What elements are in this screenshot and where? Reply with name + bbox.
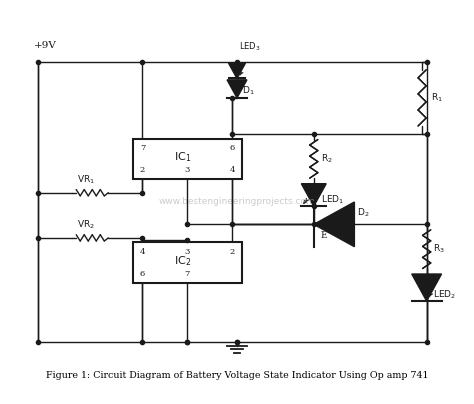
Text: 3: 3	[185, 166, 190, 174]
Text: VR$_2$: VR$_2$	[77, 219, 95, 231]
Polygon shape	[228, 63, 246, 78]
Polygon shape	[314, 202, 355, 247]
Text: R$_1$: R$_1$	[431, 92, 443, 104]
Text: R$_3$: R$_3$	[433, 243, 445, 255]
Text: 2: 2	[229, 248, 235, 256]
Text: LED$_2$: LED$_2$	[433, 288, 456, 301]
Bar	[133, 139, 242, 179]
Text: 3: 3	[185, 248, 190, 256]
Text: 2: 2	[140, 166, 145, 174]
Text: 4: 4	[140, 248, 146, 256]
Polygon shape	[301, 184, 326, 206]
Text: 6: 6	[140, 269, 145, 278]
Text: R$_2$: R$_2$	[320, 153, 332, 165]
Text: 7: 7	[185, 269, 190, 278]
Text: IC$_1$: IC$_1$	[174, 151, 191, 164]
Text: LED$_3$: LED$_3$	[239, 40, 261, 53]
Text: 7: 7	[140, 144, 146, 152]
Polygon shape	[227, 80, 247, 98]
Text: VR$_1$: VR$_1$	[77, 173, 95, 186]
Text: LED$_1$: LED$_1$	[320, 193, 344, 206]
Bar	[133, 242, 242, 283]
Text: D$_2$: D$_2$	[356, 206, 369, 219]
Text: 4: 4	[229, 166, 235, 174]
Text: www.bestengineeringprojects.com: www.bestengineeringprojects.com	[159, 197, 315, 206]
Text: IC$_2$: IC$_2$	[174, 255, 191, 268]
Text: 6: 6	[229, 144, 235, 152]
Polygon shape	[412, 274, 442, 301]
Text: +9V: +9V	[34, 42, 57, 50]
Text: D$_1$: D$_1$	[242, 85, 254, 97]
Text: Figure 1: Circuit Diagram of Battery Voltage State Indicator Using Op amp 741: Figure 1: Circuit Diagram of Battery Vol…	[46, 371, 428, 380]
Text: E: E	[320, 231, 327, 240]
